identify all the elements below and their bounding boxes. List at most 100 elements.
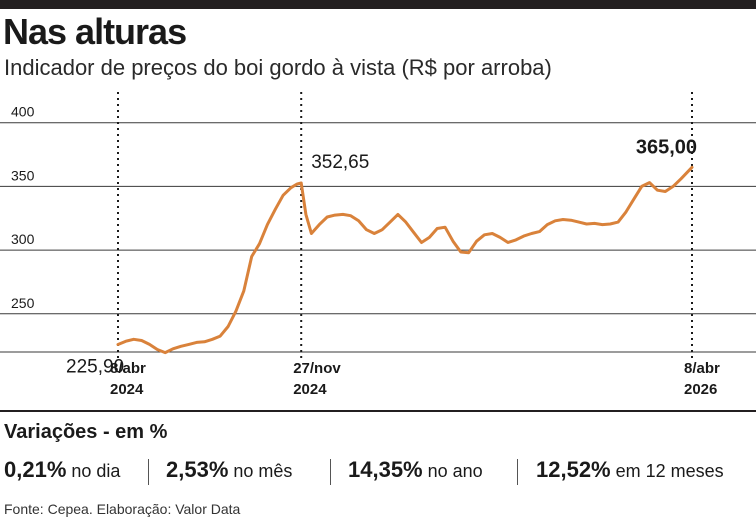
x-tick-labels: 8/abr 2024 27/nov 2024 8/abr 2026 bbox=[110, 360, 720, 398]
data-point bbox=[357, 220, 360, 222]
data-point bbox=[266, 223, 269, 226]
data-point bbox=[467, 251, 470, 254]
data-point bbox=[538, 230, 541, 233]
data-point bbox=[444, 226, 446, 228]
stat-year: 14,35% no ano bbox=[348, 453, 483, 489]
data-point bbox=[310, 232, 313, 235]
data-point bbox=[522, 235, 525, 237]
x-tick-label-year: 2024 bbox=[293, 381, 327, 398]
stat-12months-label: em 12 meses bbox=[615, 461, 724, 481]
data-point bbox=[290, 186, 292, 189]
data-point bbox=[334, 214, 336, 216]
data-point bbox=[235, 310, 237, 312]
data-point bbox=[211, 338, 214, 341]
data-point bbox=[633, 198, 635, 200]
data-point bbox=[318, 223, 321, 226]
stat-12months-value: 12,52% bbox=[536, 457, 611, 482]
y-tick-label: 300 bbox=[11, 231, 35, 247]
price-line bbox=[116, 165, 694, 355]
section-divider bbox=[0, 410, 756, 412]
data-point bbox=[507, 241, 509, 244]
x-tick-label-date: 8/abr bbox=[110, 360, 146, 377]
data-point bbox=[460, 251, 462, 253]
top-rule bbox=[0, 0, 756, 9]
data-point bbox=[326, 216, 329, 218]
data-point bbox=[691, 166, 693, 169]
y-tick-labels: 250 300 350 400 bbox=[11, 104, 35, 311]
x-tick-label-year: 2026 bbox=[684, 381, 717, 398]
data-point bbox=[219, 335, 221, 337]
data-point bbox=[609, 223, 611, 225]
y-tick-label: 350 bbox=[11, 167, 35, 183]
data-point bbox=[640, 185, 643, 188]
data-point bbox=[452, 240, 454, 242]
source-note: Fonte: Cepea. Elaboração: Valor Data bbox=[4, 501, 241, 517]
data-point bbox=[664, 190, 667, 193]
stat-year-value: 14,35% bbox=[348, 457, 423, 482]
data-point bbox=[349, 214, 352, 217]
data-point bbox=[412, 231, 415, 234]
data-point bbox=[554, 220, 556, 222]
stat-day: 0,21% no dia bbox=[4, 453, 120, 489]
data-point bbox=[656, 189, 659, 191]
grid-lines bbox=[0, 122, 756, 353]
data-point bbox=[243, 290, 245, 292]
data-point bbox=[499, 236, 501, 239]
chart-subtitle: Indicador de preços do boi gordo à vista… bbox=[4, 55, 552, 80]
data-point bbox=[625, 211, 627, 213]
data-point bbox=[562, 218, 564, 221]
annotation-last-value: 365,00 bbox=[636, 136, 697, 158]
data-point bbox=[680, 178, 682, 180]
data-point bbox=[672, 185, 674, 188]
data-point bbox=[578, 221, 580, 223]
x-tick-label-date: 27/nov bbox=[293, 360, 341, 377]
stat-divider bbox=[517, 459, 518, 485]
data-point bbox=[365, 228, 368, 231]
data-point bbox=[475, 240, 478, 242]
data-annotations: 225,90 352,65 365,00 bbox=[66, 136, 697, 377]
data-point bbox=[601, 223, 604, 226]
annotation-peak-value: 352,65 bbox=[311, 152, 369, 173]
x-tick-label-year: 2024 bbox=[110, 381, 144, 398]
data-point bbox=[617, 221, 619, 223]
price-chart: 250 300 350 400 8/abr 2024 27/nov 2024 8/abr 202… bbox=[0, 92, 756, 398]
data-point bbox=[125, 340, 127, 342]
data-point bbox=[180, 345, 182, 348]
data-point bbox=[148, 343, 151, 346]
stat-year-label: no ano bbox=[427, 461, 483, 481]
data-point bbox=[195, 341, 198, 344]
data-point bbox=[188, 343, 190, 346]
data-point bbox=[593, 222, 596, 225]
data-point bbox=[156, 348, 159, 351]
data-point bbox=[405, 221, 407, 223]
data-point bbox=[172, 348, 174, 350]
data-point bbox=[546, 223, 549, 226]
data-point bbox=[274, 208, 277, 211]
data-point bbox=[305, 213, 307, 216]
data-point bbox=[428, 236, 431, 239]
stat-day-value: 0,21% bbox=[4, 457, 67, 482]
stat-divider bbox=[148, 459, 149, 485]
data-point bbox=[282, 194, 284, 197]
data-point bbox=[483, 234, 486, 236]
data-point bbox=[258, 242, 261, 245]
stat-divider bbox=[330, 459, 331, 485]
data-point bbox=[132, 338, 135, 341]
y-tick-label: 250 bbox=[11, 295, 35, 311]
data-point bbox=[515, 239, 517, 241]
data-point bbox=[491, 232, 494, 235]
stat-day-label: no dia bbox=[71, 461, 121, 481]
data-point bbox=[203, 341, 206, 343]
y-tick-label: 400 bbox=[11, 104, 35, 120]
data-point bbox=[373, 232, 376, 235]
data-point bbox=[164, 351, 166, 354]
variations-row: 0,21% no dia 2,53% no mês 14,35% no ano … bbox=[4, 453, 754, 489]
x-tick-label-date: 8/abr bbox=[684, 360, 720, 377]
data-point bbox=[648, 181, 651, 184]
data-point bbox=[420, 241, 423, 244]
data-point bbox=[381, 228, 384, 231]
stat-month: 2,53% no mês bbox=[166, 453, 292, 489]
chart-title: Nas alturas bbox=[3, 11, 187, 52]
date-markers bbox=[117, 92, 693, 358]
data-point bbox=[397, 213, 399, 216]
